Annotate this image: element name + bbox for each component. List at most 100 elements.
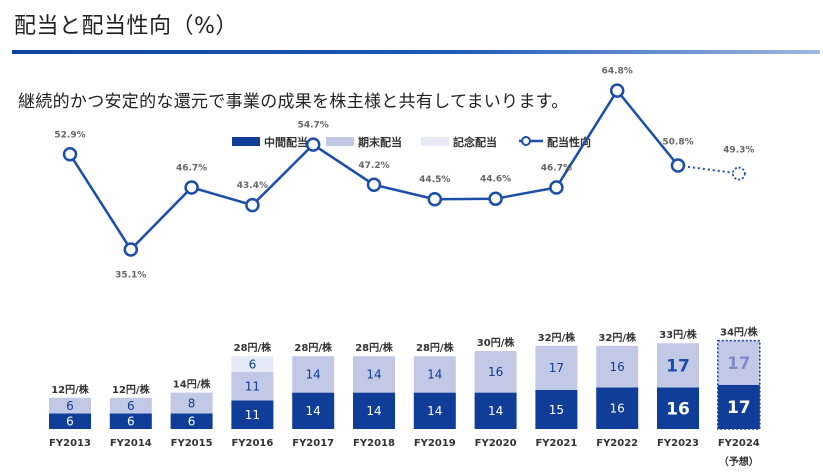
payout-label-FY2019: 44.5% (419, 175, 450, 185)
payout-point-FY2016 (245, 197, 260, 213)
x-tick-FY2018: FY2018 (353, 438, 395, 449)
bar-final-FY2024 (717, 340, 760, 385)
payout-point-FY2013 (62, 147, 78, 162)
bar-layer (49, 339, 761, 430)
payout-point-FY2017 (305, 137, 321, 152)
total-label-FY2023: 33円/株 (659, 328, 698, 341)
bar-commemorative-FY2016 (231, 356, 274, 372)
value-label-final-FY2023: 17 (666, 356, 690, 376)
legend-label-interim: 中間配当 (264, 135, 308, 149)
label-layer: 6 6 12円/株 FY2013 6 6 12円/株 FY2014 6 8 14円/株 FY2015 1… (49, 67, 760, 468)
total-label-FY2020: 30円/株 (477, 336, 516, 349)
value-label-interim-FY2016: 11 (245, 408, 260, 422)
forecast-outline (717, 339, 761, 430)
x-tick-FY2015: FY2015 (171, 438, 213, 449)
payout-point-FY2019 (427, 191, 443, 207)
payout-point-FY2022 (609, 83, 625, 98)
payout-point-FY2015 (184, 180, 199, 195)
bar-final-FY2020 (474, 351, 517, 393)
payout-label-FY2014: 35.1% (115, 271, 146, 281)
legend-label-payout: 配当性向 (547, 135, 591, 149)
x-tick-FY2020: FY2020 (475, 438, 517, 449)
total-label-FY2019: 28円/株 (416, 341, 455, 354)
value-label-interim-FY2020: 14 (488, 404, 503, 418)
x-tick-FY2022: FY2022 (596, 438, 638, 449)
bar-final-FY2019 (413, 356, 456, 393)
value-label-interim-FY2015: 6 (188, 415, 196, 429)
x-tick-FY2013: FY2013 (49, 438, 91, 449)
payout-label-FY2018: 47.2% (358, 161, 389, 171)
value-label-final-FY2019: 14 (427, 368, 442, 382)
bar-final-FY2016 (231, 371, 274, 401)
total-label-FY2015: 14円/株 (173, 378, 212, 391)
value-label-interim-FY2018: 14 (366, 404, 381, 418)
total-label-FY2017: 28円/株 (294, 341, 333, 354)
value-label-final-FY2014: 6 (127, 399, 135, 413)
bar-interim-FY2020 (474, 392, 517, 429)
bar-interim-FY2022 (596, 387, 639, 429)
legend-swatch-final (326, 137, 354, 146)
total-label-FY2014: 12円/株 (112, 383, 151, 396)
value-label-interim-FY2024: 17 (727, 398, 751, 418)
value-label-commemorative-FY2016: 6 (249, 357, 257, 371)
value-label-interim-FY2013: 6 (66, 415, 74, 429)
bar-interim-FY2013 (49, 413, 91, 429)
payout-point-FY2014 (123, 242, 139, 257)
bar-interim-FY2018 (353, 392, 395, 429)
value-label-final-FY2013: 6 (66, 399, 74, 413)
x-tick-FY2019: FY2019 (414, 438, 456, 449)
value-label-final-FY2016: 11 (245, 379, 260, 393)
bar-interim-FY2014 (109, 413, 152, 429)
bar-interim-FY2015 (170, 413, 213, 429)
payout-label-FY2013: 52.9% (54, 130, 85, 140)
total-label-FY2024: 34円/株 (720, 326, 759, 339)
x-tick-FY2024: FY2024 (718, 438, 760, 449)
total-label-FY2021: 32円/株 (538, 331, 577, 344)
value-label-final-FY2018: 14 (366, 368, 381, 382)
legend-label-commemorative: 記念配当 (453, 135, 497, 149)
payout-line-forecast (677, 164, 739, 175)
bar-final-FY2018 (353, 356, 395, 393)
x-tick-FY2017: FY2017 (292, 438, 334, 449)
payout-point-FY2024 (731, 166, 746, 181)
value-label-interim-FY2014: 6 (127, 415, 135, 429)
value-label-interim-FY2023: 16 (666, 399, 690, 419)
payout-label-FY2021: 46.7% (541, 163, 572, 173)
forecast-note: （予想） (719, 455, 759, 468)
bar-interim-FY2019 (413, 392, 456, 429)
value-label-interim-FY2022: 16 (610, 402, 625, 416)
bar-final-FY2014 (109, 397, 152, 414)
total-label-FY2016: 28円/株 (234, 341, 273, 354)
page-subtitle: 継続的かつ安定的な還元で事業の成果を株主様と共有してまいります。 (18, 92, 569, 112)
value-label-interim-FY2017: 14 (306, 404, 321, 418)
bar-interim-FY2021 (535, 390, 578, 429)
value-label-interim-FY2019: 14 (427, 404, 442, 418)
payout-point-FY2023 (670, 158, 686, 173)
payout-point-FY2020 (488, 191, 503, 206)
bar-interim-FY2023 (657, 387, 699, 429)
payout-point-FY2018 (366, 177, 382, 193)
payout-label-FY2024: 49.3% (723, 146, 754, 156)
legend-marker-payout (521, 136, 531, 146)
bar-final-FY2021 (535, 345, 578, 390)
value-label-final-FY2021: 17 (549, 361, 564, 375)
value-label-final-FY2020: 16 (488, 365, 503, 379)
x-tick-FY2021: FY2021 (535, 438, 577, 449)
payout-point-FY2021 (549, 180, 564, 195)
value-label-final-FY2022: 16 (610, 360, 625, 374)
payout-label-FY2023: 50.8% (662, 138, 693, 148)
title-underline (12, 50, 820, 54)
x-tick-FY2016: FY2016 (231, 438, 273, 449)
x-tick-FY2023: FY2023 (657, 438, 699, 449)
bar-final-FY2022 (596, 345, 639, 388)
page-title: 配当と配当性向（%） (14, 14, 238, 39)
legend-swatch-commemorative (421, 137, 449, 146)
bar-final-FY2013 (49, 397, 91, 414)
payout-label-FY2022: 64.8% (602, 67, 633, 77)
chart-legend: 中間配当 期末配当 記念配当 配当性向 (232, 135, 591, 149)
bar-final-FY2015 (170, 392, 213, 414)
bar-final-FY2017 (292, 356, 335, 393)
x-tick-FY2014: FY2014 (110, 438, 152, 449)
total-label-FY2022: 32円/株 (598, 331, 637, 344)
